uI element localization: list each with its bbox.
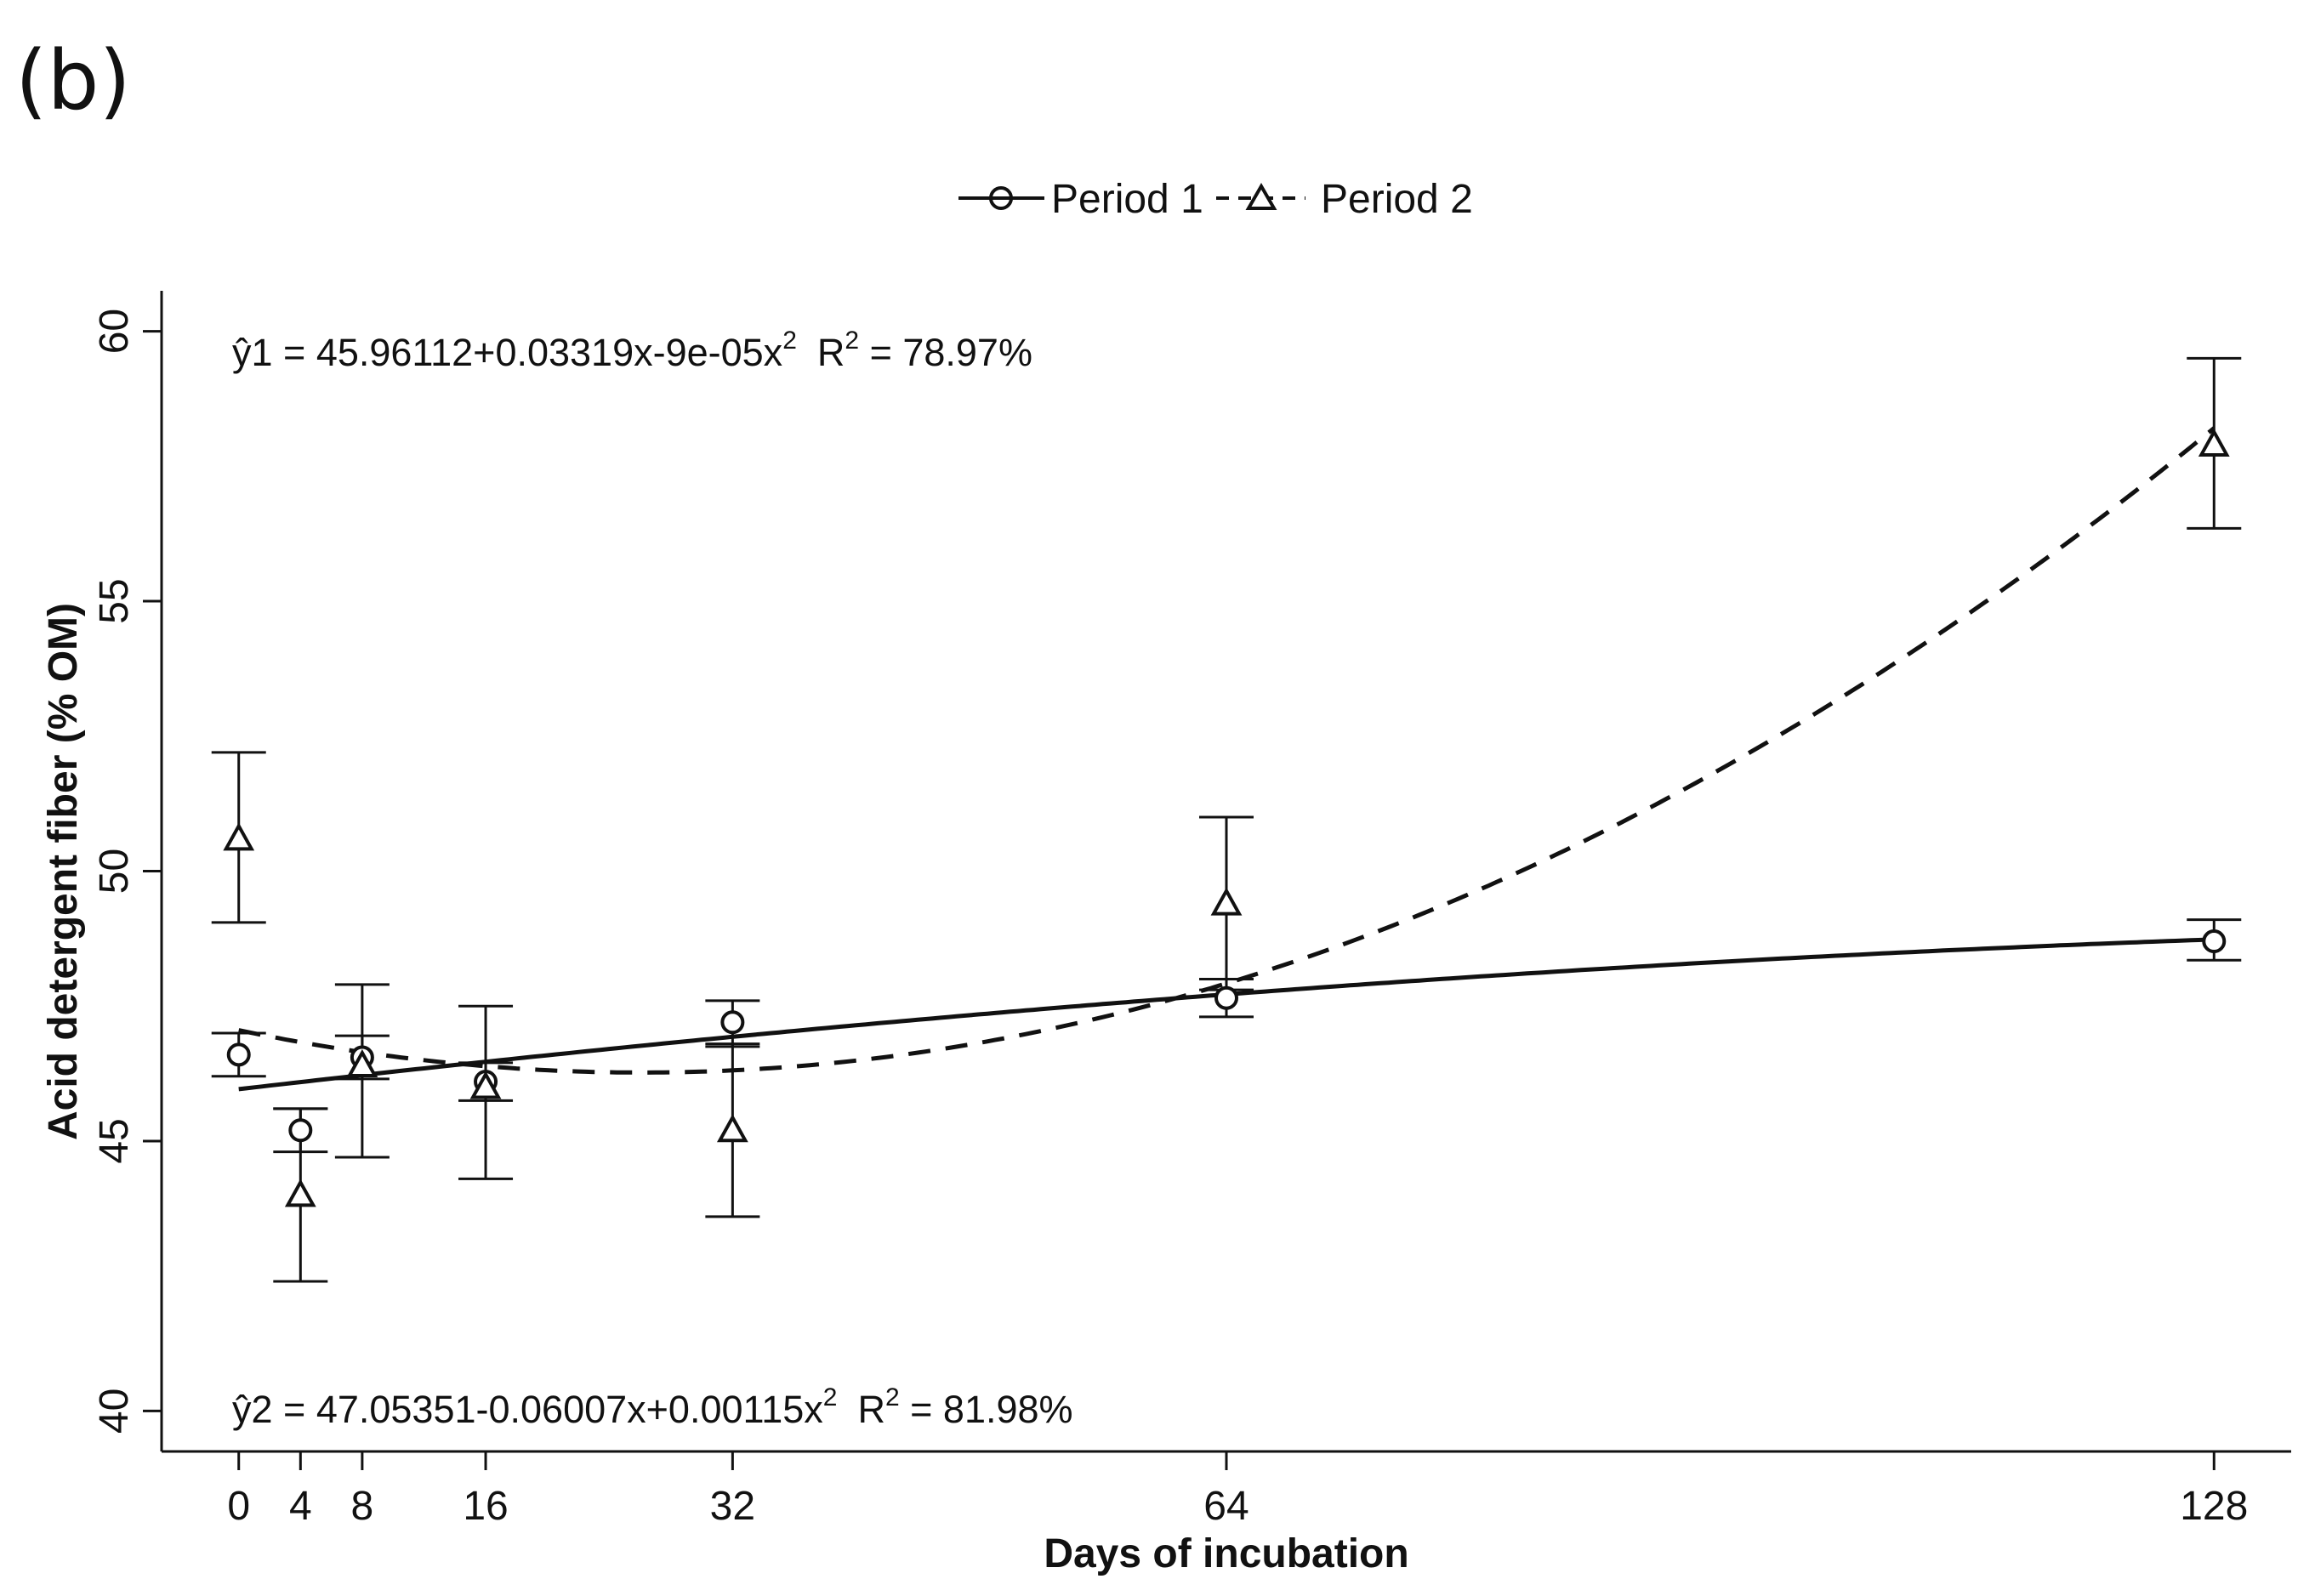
y-tick-label: 55 bbox=[92, 578, 137, 623]
legend: Period 1 Period 2 bbox=[958, 177, 1473, 222]
legend-label-period-2: Period 2 bbox=[1321, 177, 1473, 222]
legend-marker-circle-icon bbox=[989, 186, 1013, 210]
y-tick-label: 45 bbox=[92, 1118, 137, 1163]
x-tick-label: 0 bbox=[227, 1484, 250, 1529]
equation-1-r-label: R bbox=[817, 331, 845, 374]
equation-1-body: = 45.96112+0.03319x-9e-05x bbox=[273, 331, 783, 374]
equation-2-body: = 47.05351-0.06007x+0.00115x bbox=[273, 1388, 824, 1431]
point-period-1 bbox=[720, 1010, 745, 1035]
error-bars bbox=[211, 356, 2242, 1283]
point-period-2 bbox=[346, 1048, 378, 1078]
y-tick-label: 60 bbox=[92, 309, 137, 354]
point-period-2 bbox=[1210, 887, 1243, 916]
legend-label-period-1: Period 1 bbox=[1051, 177, 1203, 222]
point-period-2 bbox=[716, 1114, 748, 1143]
legend-marker-triangle-icon bbox=[1245, 182, 1277, 210]
x-axis-title: Days of incubation bbox=[1044, 1531, 1408, 1576]
y-tick-label: 40 bbox=[92, 1389, 137, 1434]
fit-curve-series-2 bbox=[238, 426, 2215, 1075]
data-markers bbox=[223, 428, 2230, 1207]
y-tick-label: 50 bbox=[92, 849, 137, 894]
x-ticks: 0 4 8 16 32 64 128 bbox=[227, 1451, 2248, 1529]
point-period-1 bbox=[2202, 929, 2227, 954]
point-period-2 bbox=[284, 1179, 316, 1207]
equation-1-r-exp: 2 bbox=[845, 327, 859, 355]
equation-2-r-exp: 2 bbox=[885, 1383, 900, 1411]
x-tick-label: 32 bbox=[710, 1484, 755, 1529]
y-axis-title: Acid detergent fiber (% OM) bbox=[41, 603, 86, 1140]
equation-2-exp: 2 bbox=[823, 1383, 838, 1411]
equation-2-r-label: R bbox=[857, 1388, 885, 1431]
point-period-1 bbox=[226, 1042, 251, 1067]
point-period-2 bbox=[469, 1071, 502, 1099]
equation-1-lhs: ŷ1 bbox=[232, 331, 273, 374]
equation-period-2: ŷ2 = 47.05351-0.06007x+0.00115x2 R2 = 81… bbox=[232, 1383, 1073, 1431]
equation-2-r-value: = 81.98% bbox=[900, 1388, 1073, 1431]
point-period-1 bbox=[288, 1118, 313, 1143]
panel-label: (b) bbox=[15, 33, 131, 128]
x-tick-label: 16 bbox=[463, 1484, 508, 1529]
equation-1-r-value: = 78.97% bbox=[859, 331, 1032, 374]
x-tick-label: 4 bbox=[289, 1484, 312, 1529]
equation-1-exp: 2 bbox=[782, 327, 797, 355]
equation-period-1: ŷ1 = 45.96112+0.03319x-9e-05x2 R2 = 78.9… bbox=[232, 327, 1032, 374]
point-period-2 bbox=[223, 822, 255, 851]
x-tick-label: 64 bbox=[1203, 1484, 1249, 1529]
equation-2-lhs: ŷ2 bbox=[232, 1388, 273, 1431]
x-tick-label: 128 bbox=[2180, 1484, 2248, 1529]
x-tick-label: 8 bbox=[351, 1484, 374, 1529]
point-period-1 bbox=[1214, 985, 1238, 1010]
point-period-2 bbox=[2198, 428, 2230, 457]
y-ticks: 40 45 50 55 60 bbox=[92, 309, 162, 1434]
